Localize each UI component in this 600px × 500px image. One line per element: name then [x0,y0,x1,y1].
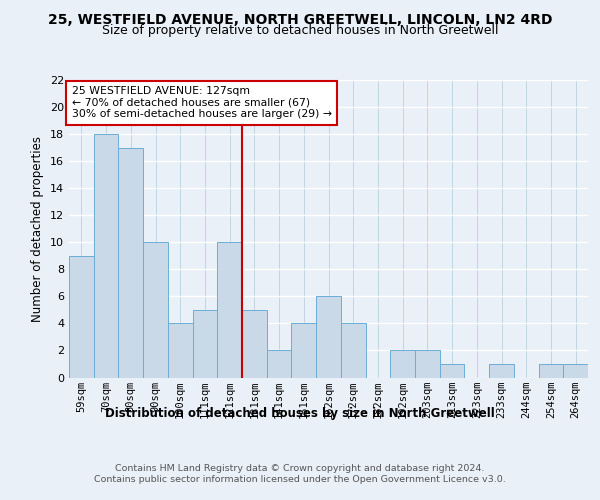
Text: Contains HM Land Registry data © Crown copyright and database right 2024.: Contains HM Land Registry data © Crown c… [115,464,485,473]
Bar [267,350,292,378]
Text: Size of property relative to detached houses in North Greetwell: Size of property relative to detached ho… [102,24,498,37]
Bar [69,256,94,378]
Bar [563,364,588,378]
Bar [316,296,341,378]
Y-axis label: Number of detached properties: Number of detached properties [31,136,44,322]
Text: Distribution of detached houses by size in North Greetwell: Distribution of detached houses by size … [105,408,495,420]
Bar [242,310,267,378]
Bar [341,324,365,378]
Text: 25, WESTFIELD AVENUE, NORTH GREETWELL, LINCOLN, LN2 4RD: 25, WESTFIELD AVENUE, NORTH GREETWELL, L… [48,12,552,26]
Text: Contains public sector information licensed under the Open Government Licence v3: Contains public sector information licen… [94,475,506,484]
Bar [118,148,143,378]
Bar [94,134,118,378]
Bar [390,350,415,378]
Bar [168,324,193,378]
Bar [217,242,242,378]
Bar [193,310,217,378]
Bar [539,364,563,378]
Bar [415,350,440,378]
Bar [143,242,168,378]
Bar [489,364,514,378]
Bar [292,324,316,378]
Bar [440,364,464,378]
Text: 25 WESTFIELD AVENUE: 127sqm
← 70% of detached houses are smaller (67)
30% of sem: 25 WESTFIELD AVENUE: 127sqm ← 70% of det… [71,86,332,119]
